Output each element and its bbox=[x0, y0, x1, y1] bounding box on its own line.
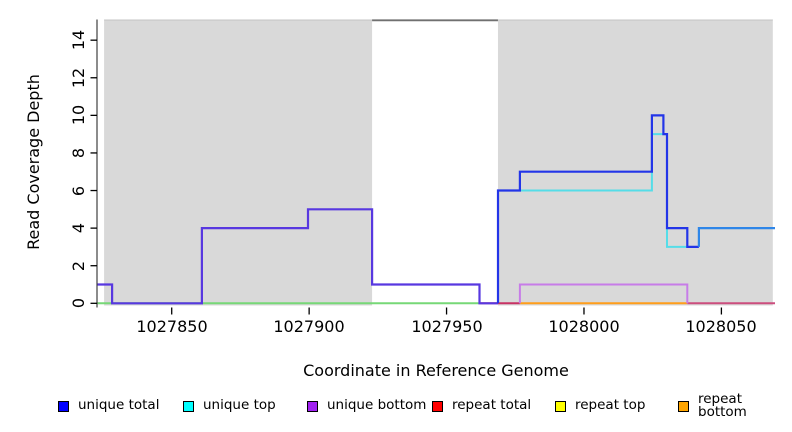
legend-item-repeat-bottom: repeat bottom bbox=[678, 392, 792, 419]
legend-label: unique bottom bbox=[327, 397, 427, 414]
x-tick-label-4: 1028050 bbox=[685, 317, 757, 336]
legend-item-repeat-total: repeat total bbox=[432, 398, 531, 414]
unique-bottom-line bbox=[518, 283, 689, 304]
legend: unique total unique top unique bottom re… bbox=[0, 392, 792, 419]
y-tick-label-3: 6 bbox=[69, 185, 88, 197]
y-tick-label-4: 8 bbox=[69, 147, 88, 159]
unique-total-line bbox=[496, 114, 699, 304]
y-axis-title: Read Coverage Depth bbox=[24, 74, 43, 250]
legend-label: repeat top bbox=[575, 397, 646, 414]
x-tick-label-0: 1027850 bbox=[136, 317, 208, 336]
repeat-region-shading-1 bbox=[497, 19, 773, 306]
legend-item-unique-top: unique top bbox=[183, 398, 276, 414]
unique-bottom-swatch-icon bbox=[307, 400, 318, 412]
legend-label: repeat total bbox=[452, 397, 532, 414]
x-tick-label-2: 1027950 bbox=[411, 317, 483, 336]
x-tick-label-3: 1028000 bbox=[548, 317, 620, 336]
legend-item-unique-bottom: unique bottom bbox=[307, 398, 426, 414]
y-tick-label-2: 4 bbox=[69, 222, 88, 234]
y-tick-label-6: 12 bbox=[69, 67, 88, 89]
legend-label: repeat bottom bbox=[698, 390, 747, 420]
x-tick-label-1: 1027900 bbox=[273, 317, 345, 336]
repeat-region-shading-0 bbox=[104, 19, 373, 306]
unique-top-swatch-icon bbox=[183, 400, 194, 412]
legend-item-repeat-top: repeat top bbox=[555, 398, 645, 414]
legend-label: unique total bbox=[78, 397, 160, 414]
unique-top-line bbox=[519, 133, 688, 248]
y-tick-label-5: 10 bbox=[69, 104, 88, 126]
legend-label: unique top bbox=[203, 397, 276, 414]
y-tick-label-7: 14 bbox=[69, 29, 88, 51]
repeat-bottom-swatch-icon bbox=[678, 400, 689, 412]
unique-left-line bbox=[97, 208, 498, 305]
unique-merged-line bbox=[697, 227, 775, 247]
unique-total-swatch-icon bbox=[58, 400, 69, 412]
repeat-total-swatch-icon bbox=[432, 400, 443, 412]
x-axis-title: Coordinate in Reference Genome bbox=[303, 361, 569, 380]
legend-item-unique-total: unique total bbox=[58, 398, 159, 414]
y-tick-label-0: 0 bbox=[69, 297, 88, 309]
y-tick-label-1: 2 bbox=[69, 260, 88, 272]
repeat-top-swatch-icon bbox=[555, 400, 566, 412]
